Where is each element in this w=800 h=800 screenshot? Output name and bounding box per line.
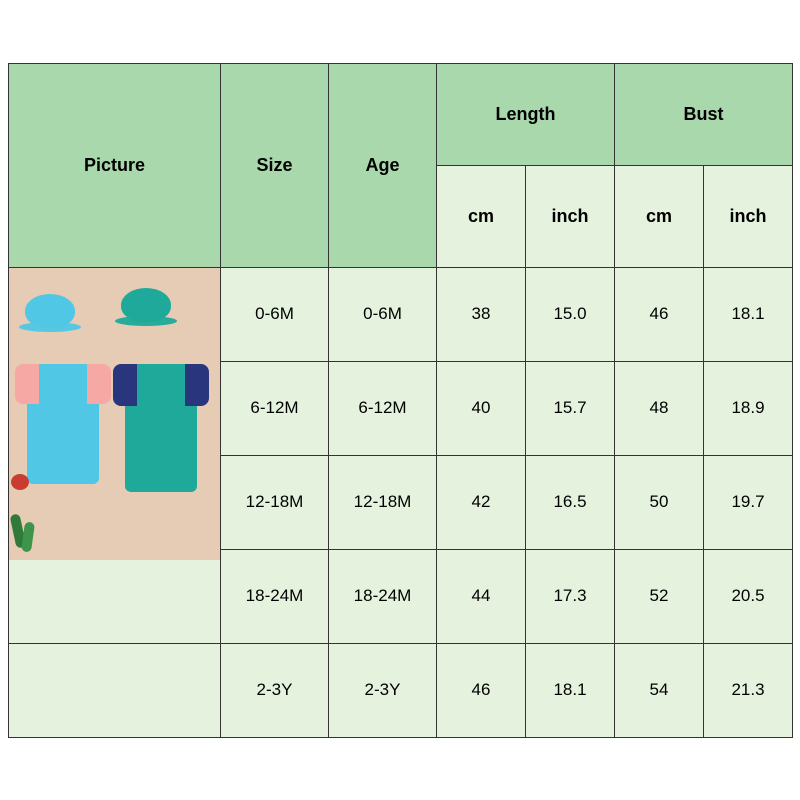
picture-empty (9, 643, 221, 737)
cell-length-inch: 17.3 (526, 549, 615, 643)
product-picture-cell (9, 267, 221, 643)
cell-bust-cm: 46 (615, 267, 704, 361)
cell-age: 2-3Y (329, 643, 437, 737)
cell-size: 0-6M (221, 267, 329, 361)
product-illustration (9, 268, 220, 643)
cell-bust-cm: 50 (615, 455, 704, 549)
cell-age: 0-6M (329, 267, 437, 361)
cell-length-cm: 42 (437, 455, 526, 549)
cell-size: 6-12M (221, 361, 329, 455)
table-row: 2-3Y 2-3Y 46 18.1 54 21.3 (9, 643, 793, 737)
cell-length-inch: 15.7 (526, 361, 615, 455)
col-length-inch-header: inch (526, 165, 615, 267)
cell-length-cm: 44 (437, 549, 526, 643)
col-bust-inch-header: inch (704, 165, 793, 267)
col-size-header: Size (221, 63, 329, 267)
col-age-header: Age (329, 63, 437, 267)
cell-length-cm: 46 (437, 643, 526, 737)
size-table: Picture Size Age Length Bust cm inch cm … (8, 63, 793, 738)
table-row: 0-6M 0-6M 38 15.0 46 18.1 (9, 267, 793, 361)
col-length-cm-header: cm (437, 165, 526, 267)
cell-length-cm: 38 (437, 267, 526, 361)
cell-length-inch: 18.1 (526, 643, 615, 737)
cell-length-inch: 15.0 (526, 267, 615, 361)
cell-bust-cm: 52 (615, 549, 704, 643)
cell-length-cm: 40 (437, 361, 526, 455)
cell-size: 18-24M (221, 549, 329, 643)
cell-size: 12-18M (221, 455, 329, 549)
cell-bust-inch: 19.7 (704, 455, 793, 549)
col-bust-cm-header: cm (615, 165, 704, 267)
col-bust-header: Bust (615, 63, 793, 165)
cell-bust-inch: 18.1 (704, 267, 793, 361)
cell-age: 6-12M (329, 361, 437, 455)
cell-age: 18-24M (329, 549, 437, 643)
col-picture-header: Picture (9, 63, 221, 267)
col-length-header: Length (437, 63, 615, 165)
size-chart-table: Picture Size Age Length Bust cm inch cm … (8, 63, 792, 738)
cell-length-inch: 16.5 (526, 455, 615, 549)
cell-age: 12-18M (329, 455, 437, 549)
cell-bust-inch: 21.3 (704, 643, 793, 737)
cell-size: 2-3Y (221, 643, 329, 737)
cell-bust-inch: 18.9 (704, 361, 793, 455)
cell-bust-cm: 54 (615, 643, 704, 737)
cell-bust-inch: 20.5 (704, 549, 793, 643)
cell-bust-cm: 48 (615, 361, 704, 455)
